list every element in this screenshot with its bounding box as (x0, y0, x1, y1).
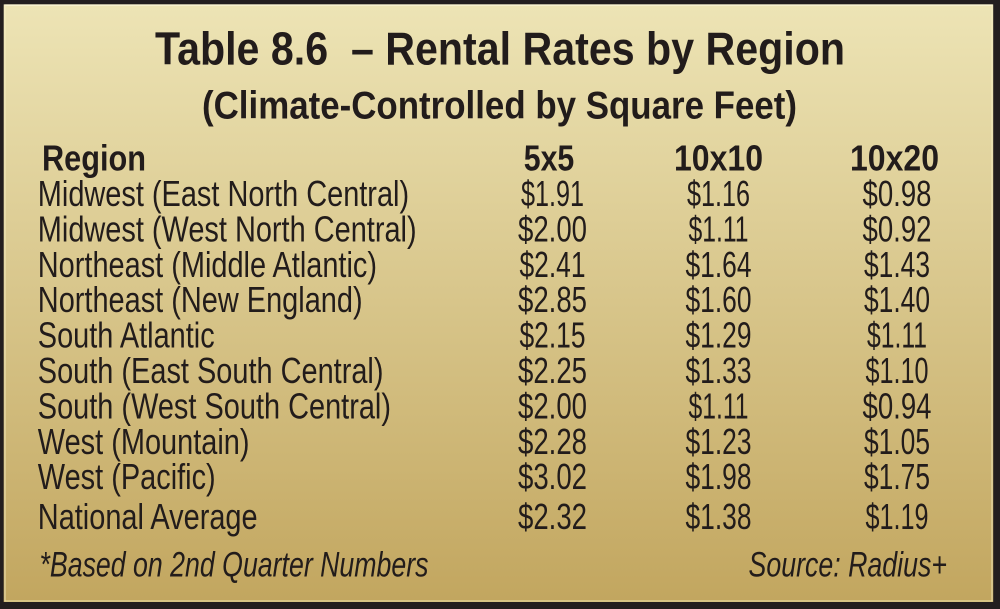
svg-text:$3.02: $3.02 (518, 456, 587, 497)
svg-text:Midwest (West North Central): Midwest (West North Central) (38, 208, 417, 249)
svg-text:Region: Region (42, 138, 146, 179)
svg-text:$1.64: $1.64 (686, 244, 752, 285)
svg-text:(Climate-Controlled by Square: (Climate-Controlled by Square Feet) (202, 85, 797, 128)
svg-text:$1.11: $1.11 (689, 385, 749, 426)
svg-text:$1.60: $1.60 (686, 279, 752, 320)
svg-text:$2.15: $2.15 (520, 315, 586, 356)
svg-text:Source: Radius+: Source: Radius+ (749, 546, 948, 585)
svg-text:5x5: 5x5 (524, 138, 575, 179)
svg-text:South Atlantic: South Atlantic (38, 315, 215, 356)
svg-text:$1.19: $1.19 (866, 496, 929, 537)
svg-text:Northeast (New England): Northeast (New England) (38, 279, 363, 320)
svg-text:$0.98: $0.98 (863, 173, 932, 214)
svg-text:$2.00: $2.00 (518, 385, 587, 426)
svg-text:National Average: National Average (38, 496, 258, 537)
svg-text:*Based on 2nd Quarter Numbers: *Based on 2nd Quarter Numbers (40, 546, 429, 585)
svg-text:$1.05: $1.05 (864, 421, 930, 462)
svg-text:South (East South Central): South (East South Central) (38, 350, 384, 391)
svg-text:$1.43: $1.43 (864, 244, 930, 285)
svg-text:$2.25: $2.25 (518, 350, 587, 391)
svg-text:West (Mountain): West (Mountain) (38, 421, 250, 462)
svg-text:$2.28: $2.28 (518, 421, 587, 462)
svg-text:$2.00: $2.00 (518, 208, 587, 249)
svg-text:$1.33: $1.33 (686, 350, 752, 391)
svg-text:West (Pacific): West (Pacific) (38, 456, 216, 497)
svg-text:$1.38: $1.38 (686, 496, 752, 537)
svg-text:$1.23: $1.23 (686, 421, 752, 462)
svg-text:$1.29: $1.29 (686, 315, 752, 356)
svg-text:$1.75: $1.75 (864, 456, 930, 497)
svg-text:$0.94: $0.94 (863, 385, 932, 426)
svg-text:$2.85: $2.85 (518, 279, 587, 320)
svg-text:$1.16: $1.16 (687, 173, 750, 214)
svg-text:$1.11: $1.11 (689, 208, 749, 249)
svg-text:South (West South Central): South (West South Central) (38, 385, 391, 426)
svg-text:$1.40: $1.40 (864, 279, 930, 320)
svg-text:$2.32: $2.32 (518, 496, 587, 537)
svg-text:$1.11: $1.11 (867, 315, 927, 356)
svg-text:$0.92: $0.92 (863, 208, 932, 249)
svg-text:10x10: 10x10 (674, 138, 763, 179)
svg-text:Midwest (East North Central): Midwest (East North Central) (38, 173, 409, 214)
svg-text:$2.41: $2.41 (520, 244, 586, 285)
svg-text:$1.98: $1.98 (686, 456, 752, 497)
svg-text:$1.10: $1.10 (866, 350, 929, 391)
svg-text:Table 8.6 – Rental Rates by R: Table 8.6 – Rental Rates by Region (155, 23, 845, 75)
svg-text:10x20: 10x20 (850, 138, 939, 179)
svg-text:Northeast (Middle Atlantic): Northeast (Middle Atlantic) (38, 244, 377, 285)
svg-text:$1.91: $1.91 (521, 173, 584, 214)
